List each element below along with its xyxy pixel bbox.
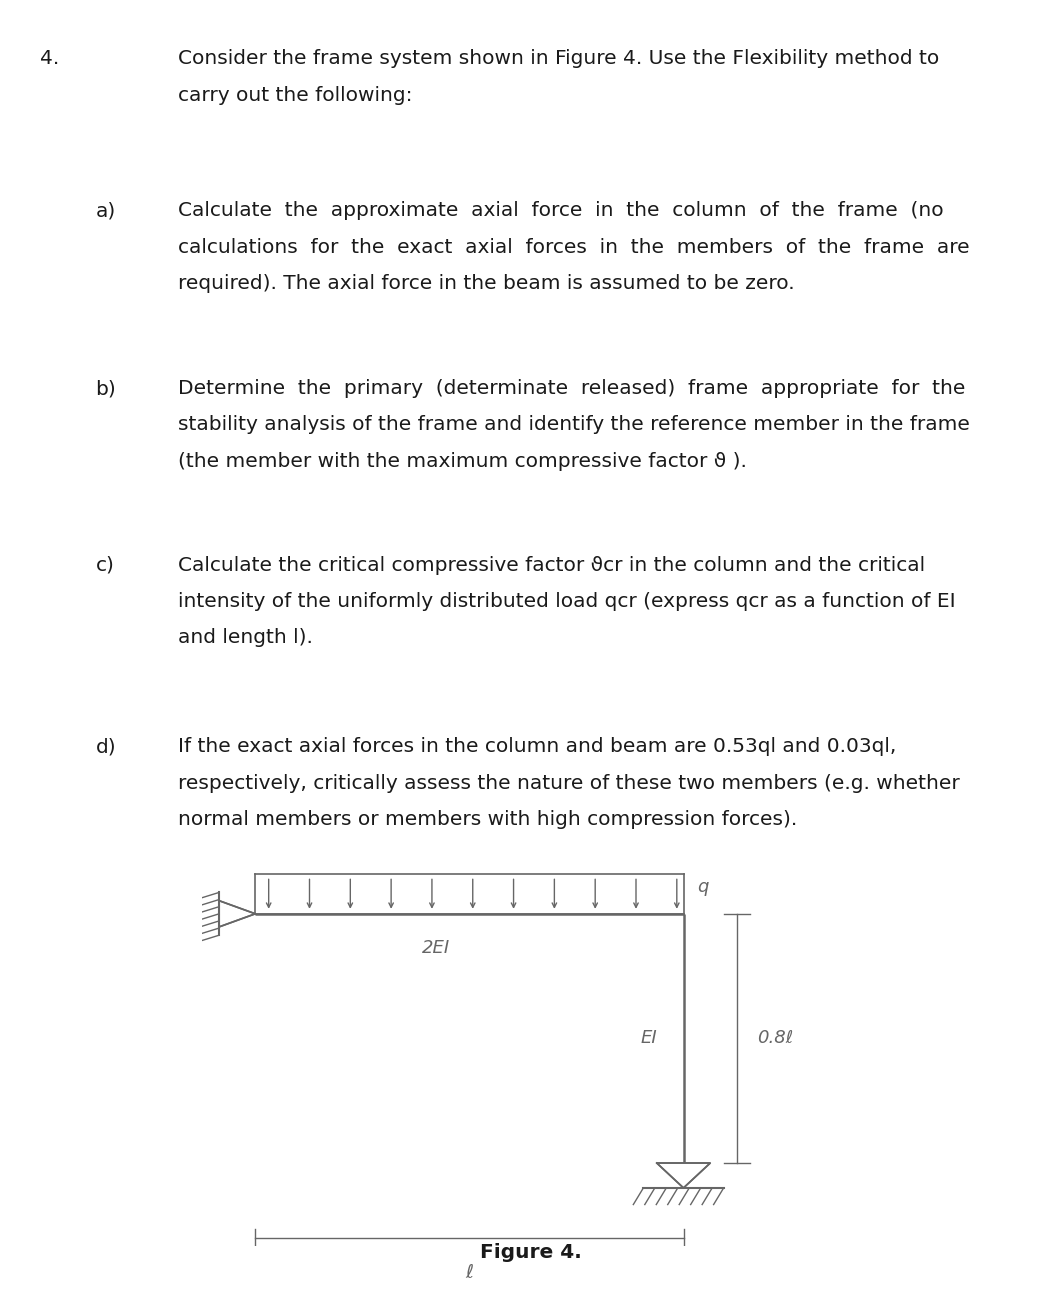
Text: and length l).: and length l).	[178, 628, 313, 648]
Text: ℓ: ℓ	[465, 1263, 474, 1281]
Text: d): d)	[96, 737, 116, 757]
Text: c): c)	[96, 556, 115, 575]
Text: 0.8ℓ: 0.8ℓ	[757, 1029, 793, 1047]
Text: Figure 4.: Figure 4.	[480, 1242, 582, 1262]
Text: q: q	[697, 879, 708, 897]
Text: normal members or members with high compression forces).: normal members or members with high comp…	[178, 810, 798, 829]
Text: Calculate  the  approximate  axial  force  in  the  column  of  the  frame  (no: Calculate the approximate axial force in…	[178, 201, 944, 221]
Text: respectively, critically assess the nature of these two members (e.g. whether: respectively, critically assess the natu…	[178, 774, 960, 793]
Polygon shape	[656, 1163, 710, 1188]
Text: (the member with the maximum compressive factor ϑ ).: (the member with the maximum compressive…	[178, 452, 748, 471]
Text: required). The axial force in the beam is assumed to be zero.: required). The axial force in the beam i…	[178, 274, 795, 293]
Text: Determine  the  primary  (determinate  released)  frame  appropriate  for  the: Determine the primary (determinate relea…	[178, 379, 965, 398]
Polygon shape	[219, 901, 255, 927]
Text: intensity of the uniformly distributed load qcr (express qcr as a function of EI: intensity of the uniformly distributed l…	[178, 592, 956, 611]
Text: calculations  for  the  exact  axial  forces  in  the  members  of  the  frame  : calculations for the exact axial forces …	[178, 238, 970, 257]
Text: b): b)	[96, 379, 117, 398]
Text: 4.: 4.	[40, 49, 59, 69]
Text: EI: EI	[640, 1029, 656, 1047]
Text: Calculate the critical compressive factor ϑcr in the column and the critical: Calculate the critical compressive facto…	[178, 556, 926, 575]
Text: If the exact axial forces in the column and beam are 0.53ql and 0.03ql,: If the exact axial forces in the column …	[178, 737, 896, 757]
Text: 2EI: 2EI	[422, 938, 450, 957]
Text: Consider the frame system shown in Figure 4. Use the Flexibility method to: Consider the frame system shown in Figur…	[178, 49, 940, 69]
Text: carry out the following:: carry out the following:	[178, 86, 413, 105]
Text: stability analysis of the frame and identify the reference member in the frame: stability analysis of the frame and iden…	[178, 415, 971, 435]
Text: a): a)	[96, 201, 116, 221]
